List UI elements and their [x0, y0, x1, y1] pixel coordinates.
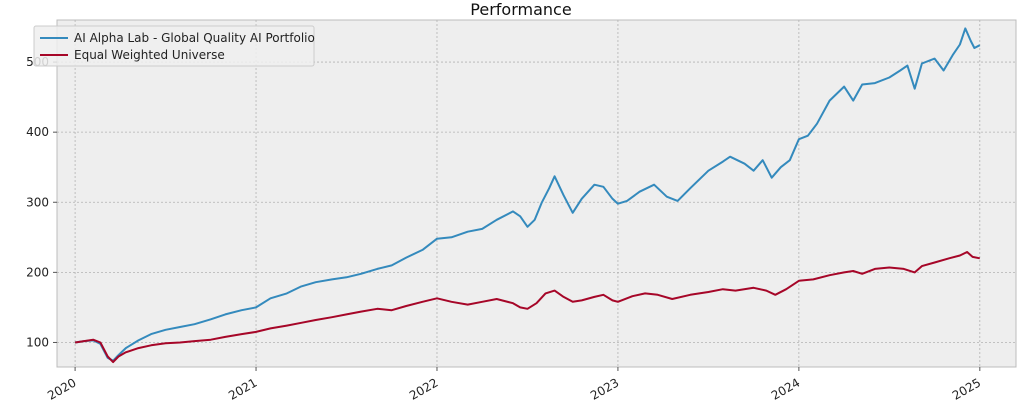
- series-line-0: [74, 27, 981, 362]
- legend-label-portfolio: AI Alpha Lab - Global Quality AI Portfol…: [74, 31, 315, 45]
- plot-area: [56, 19, 1017, 368]
- x-tick-label: 2021: [226, 375, 259, 401]
- x-tick-label: 2024: [769, 375, 802, 401]
- y-tick-label: 100: [26, 335, 49, 349]
- legend: AI Alpha Lab - Global Quality AI Portfol…: [33, 25, 315, 67]
- grid: [57, 20, 1016, 367]
- series-layer: [74, 27, 981, 364]
- x-tick-label: 2025: [950, 375, 983, 401]
- chart-title: Performance: [470, 0, 571, 19]
- y-tick-label: 400: [26, 125, 49, 139]
- series-line-1: [74, 251, 980, 364]
- legend-label-universe: Equal Weighted Universe: [74, 48, 225, 62]
- x-tick-label: 2020: [45, 375, 78, 401]
- y-tick-label: 200: [26, 265, 49, 279]
- x-tick-label: 2023: [588, 375, 621, 401]
- x-tick-label: 2022: [407, 375, 440, 401]
- y-tick-label: 300: [26, 195, 49, 209]
- legend-box: [33, 25, 315, 67]
